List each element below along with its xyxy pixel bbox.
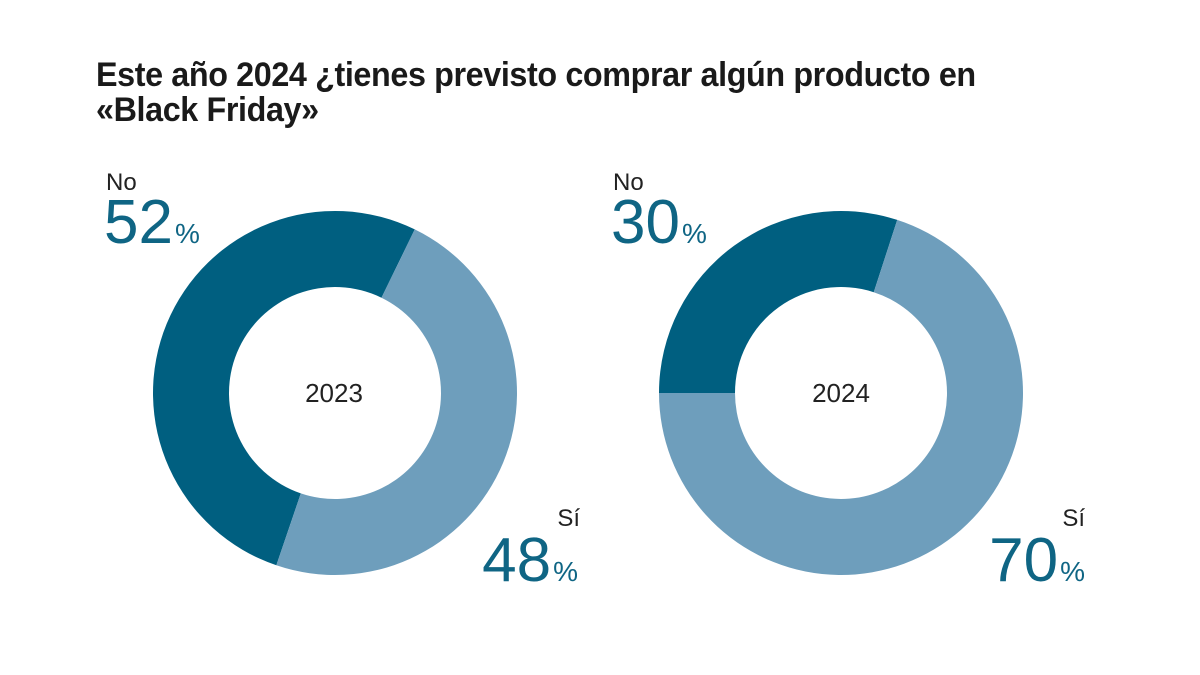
label-no-2023: No xyxy=(106,169,137,196)
value-no-2023-unit: % xyxy=(175,218,200,249)
chart-title: Este año 2024 ¿tienes previsto comprar a… xyxy=(96,56,976,129)
value-si-2024: 70% xyxy=(989,526,1085,595)
center-label-2024: 2024 xyxy=(812,378,870,408)
donut-segment-no-2023 xyxy=(153,211,415,566)
label-no-2024: No xyxy=(613,169,644,196)
value-no-2023-number: 52 xyxy=(104,188,173,257)
center-label-2023: 2023 xyxy=(305,378,363,408)
value-si-2023-number: 48 xyxy=(482,526,551,595)
value-si-2024-number: 70 xyxy=(989,526,1058,595)
value-no-2023: 52% xyxy=(104,188,200,257)
value-si-2023: 48% xyxy=(482,526,578,595)
donut-segment-si-2023 xyxy=(276,229,517,575)
value-si-2024-unit: % xyxy=(1060,556,1085,587)
label-si-2024: Sí xyxy=(1062,505,1085,532)
donut-segment-no-2024 xyxy=(659,210,898,393)
donut-chart-2024: 2024 No 30% Sí 70% xyxy=(611,169,1085,595)
value-no-2024-unit: % xyxy=(682,218,707,249)
value-no-2024-number: 30 xyxy=(611,188,680,257)
value-no-2024: 30% xyxy=(611,188,707,257)
donut-segment-si-2024 xyxy=(659,219,1023,575)
label-si-2023: Sí xyxy=(557,505,580,532)
donut-chart-2023: 2023 No 52% Sí 48% xyxy=(104,169,580,595)
value-si-2023-unit: % xyxy=(553,556,578,587)
